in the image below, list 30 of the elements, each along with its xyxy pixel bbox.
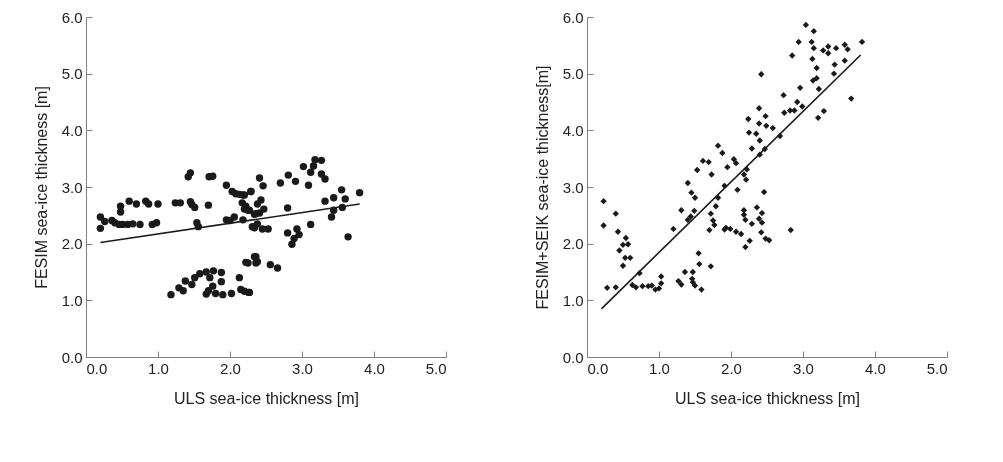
y-tick-label: 2.0	[61, 235, 83, 253]
x-tick-label: 0.0	[86, 359, 108, 377]
y-axis-title: FESIM+SEIK sea-ice thickness[m]	[533, 65, 551, 310]
y-tick-label: 5.0	[61, 65, 83, 83]
y-tick-label: 6.0	[562, 8, 584, 26]
x-tick-label: 2.0	[721, 359, 742, 377]
y-tick-label: 4.0	[61, 121, 83, 139]
y-tick-label: 1.0	[562, 291, 584, 309]
y-tick-label: 5.0	[562, 65, 584, 83]
y-tick-label: 4.0	[562, 121, 584, 139]
x-tick-label: 0.0	[587, 359, 609, 377]
y-tick-label: 1.0	[61, 291, 83, 309]
x-tick-label: 3.0	[292, 359, 313, 377]
y-axis-title: FESIM sea-ice thickness [m]	[32, 86, 50, 289]
x-axis-title: ULS sea-ice thickness [m]	[174, 389, 359, 407]
x-tick-label: 3.0	[793, 359, 814, 377]
y-tick-label: 0.0	[61, 348, 83, 366]
y-tick-label: 6.0	[61, 8, 83, 26]
x-tick-label: 4.0	[364, 359, 385, 377]
y-tick-label: 3.0	[562, 178, 584, 196]
x-tick-label: 1.0	[148, 359, 169, 377]
y-tick-label: 3.0	[61, 178, 83, 196]
y-tick-label: 0.0	[562, 348, 584, 366]
x-tick-label: 5.0	[425, 359, 447, 377]
x-tick-label: 1.0	[649, 359, 670, 377]
x-tick-label: 2.0	[220, 359, 241, 377]
x-tick-label: 5.0	[926, 359, 948, 377]
y-tick-label: 2.0	[562, 235, 584, 253]
x-axis-title: ULS sea-ice thickness [m]	[675, 389, 860, 407]
x-tick-label: 4.0	[865, 359, 886, 377]
